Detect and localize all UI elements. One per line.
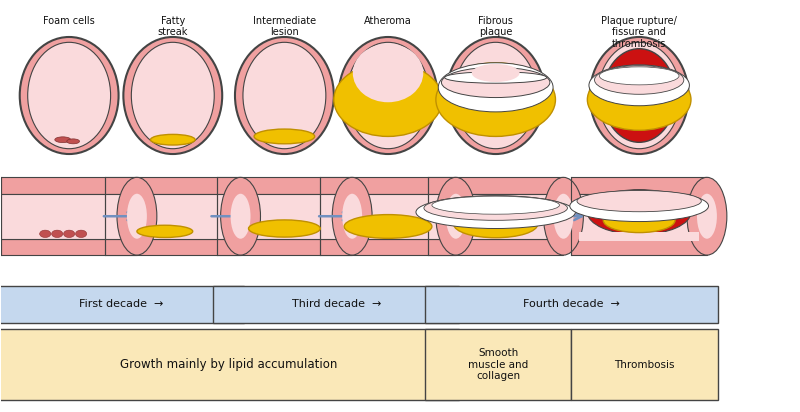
Text: Third decade  →: Third decade → xyxy=(291,299,381,309)
Ellipse shape xyxy=(344,215,432,238)
Text: Growth mainly by lipid accumulation: Growth mainly by lipid accumulation xyxy=(120,358,338,371)
Ellipse shape xyxy=(346,42,430,149)
Ellipse shape xyxy=(66,139,79,144)
Ellipse shape xyxy=(334,63,442,136)
Ellipse shape xyxy=(432,196,559,214)
Ellipse shape xyxy=(445,72,546,83)
Ellipse shape xyxy=(127,194,147,239)
Text: Smooth
muscle and
collagen: Smooth muscle and collagen xyxy=(468,348,528,381)
Ellipse shape xyxy=(587,69,691,130)
Ellipse shape xyxy=(55,137,70,143)
Ellipse shape xyxy=(687,177,727,255)
Ellipse shape xyxy=(249,220,320,237)
Bar xyxy=(320,239,456,255)
Ellipse shape xyxy=(570,190,709,222)
Bar xyxy=(428,239,563,255)
Ellipse shape xyxy=(123,37,222,154)
Ellipse shape xyxy=(243,42,326,149)
Ellipse shape xyxy=(594,66,684,94)
Ellipse shape xyxy=(577,190,702,212)
Bar xyxy=(425,286,718,323)
Ellipse shape xyxy=(446,194,466,239)
Ellipse shape xyxy=(117,177,157,255)
Ellipse shape xyxy=(554,194,574,239)
Text: First decade  →: First decade → xyxy=(78,299,163,309)
Ellipse shape xyxy=(454,211,538,238)
Bar xyxy=(579,232,699,241)
Ellipse shape xyxy=(150,134,195,145)
Text: Intermediate
lesion: Intermediate lesion xyxy=(253,16,316,37)
Bar xyxy=(428,177,563,194)
Bar xyxy=(0,286,244,323)
Ellipse shape xyxy=(603,208,675,233)
Ellipse shape xyxy=(438,63,553,112)
Ellipse shape xyxy=(599,67,679,85)
Ellipse shape xyxy=(52,230,62,237)
Text: Thrombosis: Thrombosis xyxy=(614,360,675,370)
Ellipse shape xyxy=(137,225,193,237)
Bar xyxy=(425,329,571,400)
Bar xyxy=(105,239,241,255)
Ellipse shape xyxy=(131,42,214,149)
Text: Fatty
streak: Fatty streak xyxy=(158,16,188,37)
Ellipse shape xyxy=(40,230,51,237)
Ellipse shape xyxy=(254,129,314,144)
Bar xyxy=(428,194,563,239)
Bar xyxy=(320,177,456,194)
Ellipse shape xyxy=(424,196,567,220)
Text: Fourth decade  →: Fourth decade → xyxy=(523,299,620,309)
Bar xyxy=(320,194,456,239)
Text: Fibrous
plaque: Fibrous plaque xyxy=(478,16,513,37)
Ellipse shape xyxy=(454,42,537,149)
Ellipse shape xyxy=(20,37,118,154)
Text: Atheroma: Atheroma xyxy=(364,16,412,26)
Ellipse shape xyxy=(598,42,681,149)
Bar xyxy=(214,286,459,323)
Bar xyxy=(217,239,352,255)
Ellipse shape xyxy=(602,49,676,142)
Ellipse shape xyxy=(230,194,250,239)
Bar xyxy=(571,194,707,239)
Text: Foam cells: Foam cells xyxy=(43,16,95,26)
Bar xyxy=(105,194,241,239)
Bar xyxy=(217,194,352,239)
Bar xyxy=(2,194,137,239)
Bar xyxy=(2,239,137,255)
Bar xyxy=(217,177,352,194)
Ellipse shape xyxy=(587,190,691,235)
Ellipse shape xyxy=(338,37,438,154)
Ellipse shape xyxy=(221,177,261,255)
Bar xyxy=(571,329,718,400)
Ellipse shape xyxy=(28,42,110,149)
Ellipse shape xyxy=(697,194,717,239)
Ellipse shape xyxy=(436,177,476,255)
Ellipse shape xyxy=(590,37,689,154)
Ellipse shape xyxy=(442,67,550,98)
Ellipse shape xyxy=(342,194,362,239)
Ellipse shape xyxy=(589,65,690,106)
Ellipse shape xyxy=(472,64,519,82)
Ellipse shape xyxy=(63,230,74,237)
Ellipse shape xyxy=(446,37,545,154)
Ellipse shape xyxy=(353,44,423,102)
Bar xyxy=(571,177,707,194)
Bar xyxy=(105,177,241,194)
Ellipse shape xyxy=(235,37,334,154)
Ellipse shape xyxy=(332,177,372,255)
Bar xyxy=(571,239,707,255)
Text: Plaque rupture/
fissure and
thrombosis: Plaque rupture/ fissure and thrombosis xyxy=(602,16,677,49)
Ellipse shape xyxy=(543,177,583,255)
Bar xyxy=(2,177,137,194)
Ellipse shape xyxy=(416,196,575,229)
Ellipse shape xyxy=(75,230,86,237)
Bar xyxy=(0,329,459,400)
Ellipse shape xyxy=(436,63,555,136)
